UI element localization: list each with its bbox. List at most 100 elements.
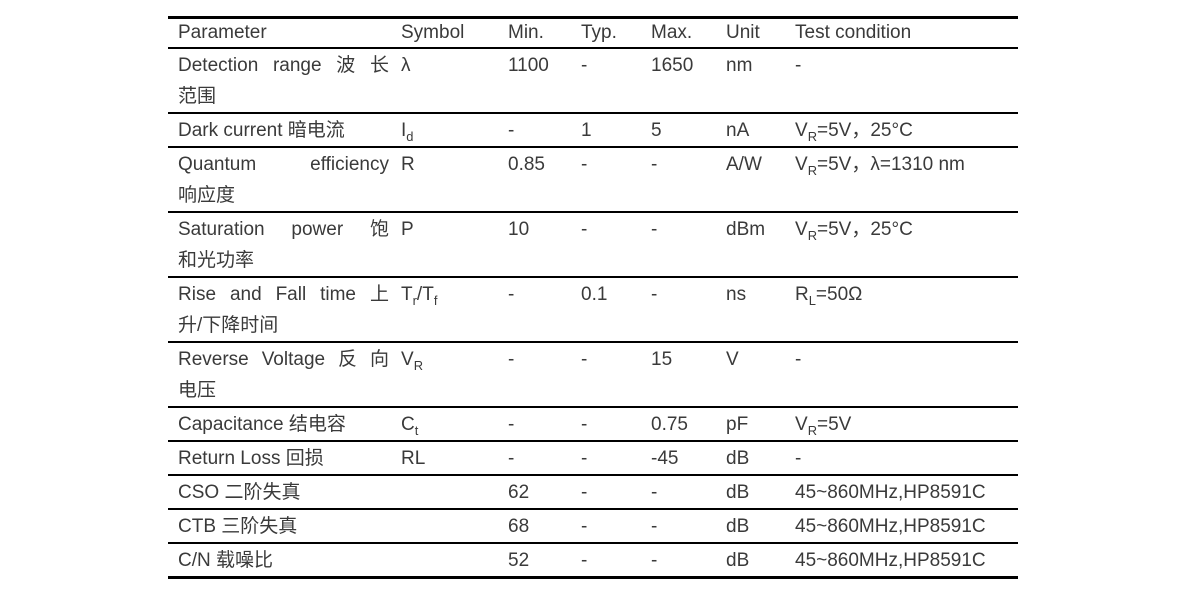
table-row: Capacitance 结电容 Ct - - 0.75 pF VR=5V (168, 407, 1018, 441)
symbol-cell: P (401, 219, 414, 240)
symbol-cell: Id (401, 120, 414, 144)
column-header: Parameter (178, 22, 267, 43)
param-line: Rise and Fall time 上 (178, 279, 389, 310)
condition-cell: VR=5V (795, 414, 852, 438)
typ-cell: - (581, 516, 588, 537)
unit-cell: nA (726, 120, 750, 141)
table-row: Rise and Fall time 上升/下降时间 Tr/Tf - 0.1 - ns RL=50Ω (168, 277, 1018, 342)
header-row: Parameter Symbol Min. Typ. Max. Unit Test cond… (168, 18, 1018, 48)
condition-cell: - (795, 55, 802, 76)
table-row: Reverse Voltage 反向电压 VR - - 15 V - (168, 342, 1018, 407)
max-cell: - (651, 482, 658, 503)
unit-cell: dB (726, 550, 750, 571)
symbol-cell: Ct (401, 414, 419, 438)
param-line: C/N 载噪比 (178, 550, 274, 571)
table-row: Saturation power 饱和光功率 P 10 - - dBm VR=5V，25°C (168, 212, 1018, 277)
param-line: 升/下降时间 (178, 315, 279, 336)
symbol-cell: R (401, 154, 415, 175)
typ-cell: 0.1 (581, 284, 608, 305)
param-cell: CSO 二阶失真 (168, 475, 391, 509)
typ-cell: - (581, 448, 588, 469)
param-cell: Saturation power 饱和光功率 (168, 212, 391, 277)
param-word: 长 (369, 55, 389, 76)
param-cell: Detection range 波长范围 (168, 48, 391, 113)
subscript: R (807, 128, 818, 144)
min-cell: 0.85 (508, 154, 545, 175)
typ-cell: - (581, 55, 588, 76)
unit-cell: dB (726, 516, 750, 537)
param-word: Fall (275, 284, 307, 305)
table-row: Detection range 波长范围 λ 1100 - 1650 nm - (168, 48, 1018, 113)
typ-cell: - (581, 550, 588, 571)
column-header: Max. (651, 22, 693, 43)
table-row: Return Loss 回损 RL - - -45 dB - (168, 441, 1018, 475)
param-word: 向 (369, 349, 389, 370)
unit-cell: V (726, 349, 739, 370)
param-line: 和光功率 (178, 250, 255, 271)
typ-cell: - (581, 414, 588, 435)
min-cell: - (508, 284, 515, 305)
symbol-cell: RL (401, 448, 426, 469)
column-header: Test condition (795, 22, 912, 43)
max-cell: -45 (651, 448, 679, 469)
subscript: f (433, 292, 438, 308)
table-row: CSO 二阶失真 62 - - dB 45~860MHz,HP8591C (168, 475, 1018, 509)
param-word: Saturation (178, 219, 265, 240)
typ-cell: 1 (581, 120, 592, 141)
param-word: and (229, 284, 262, 305)
subscript: R (807, 227, 818, 243)
min-cell: 68 (508, 516, 530, 537)
condition-cell: 45~860MHz,HP8591C (795, 516, 986, 537)
symbol-cell: Tr/Tf (401, 284, 438, 308)
param-line: CSO 二阶失真 (178, 482, 301, 503)
max-cell: 0.75 (651, 414, 688, 435)
param-line: Saturation power 饱 (178, 214, 389, 245)
condition-cell: RL=50Ω (795, 284, 863, 308)
max-cell: - (651, 284, 658, 305)
subscript: d (406, 128, 414, 144)
param-cell: Dark current 暗电流 (168, 113, 391, 147)
unit-cell: nm (726, 55, 753, 76)
symbol-cell (391, 475, 498, 509)
param-line: 范围 (178, 86, 217, 107)
subscript: R (413, 357, 424, 373)
param-cell: Rise and Fall time 上升/下降时间 (168, 277, 391, 342)
param-cell: Capacitance 结电容 (168, 407, 391, 441)
column-header: Unit (726, 22, 760, 43)
table-row: C/N 载噪比 52 - - dB 45~860MHz,HP8591C (168, 543, 1018, 578)
max-cell: - (651, 154, 658, 175)
symbol-cell (391, 543, 498, 578)
min-cell: 10 (508, 219, 530, 240)
min-cell: - (508, 414, 515, 435)
param-word: 上 (369, 284, 389, 305)
max-cell: 5 (651, 120, 662, 141)
param-word: Reverse (178, 349, 249, 370)
param-line: Dark current 暗电流 (178, 120, 345, 141)
param-cell: Return Loss 回损 (168, 441, 391, 475)
param-line: Capacitance 结电容 (178, 414, 346, 435)
param-cell: Reverse Voltage 反向电压 (168, 342, 391, 407)
param-line: Reverse Voltage 反向 (178, 344, 389, 375)
condition-cell: 45~860MHz,HP8591C (795, 482, 986, 503)
param-word: 反 (338, 349, 358, 370)
min-cell: 1100 (508, 55, 549, 76)
max-cell: 15 (651, 349, 673, 370)
max-cell: - (651, 516, 658, 537)
param-word: Voltage (261, 349, 326, 370)
column-header: Min. (508, 22, 544, 43)
unit-cell: dBm (726, 219, 766, 240)
table-row: Quantum efficiency 响应度 R 0.85 - - A/W VR=5V，λ=13… (168, 147, 1018, 212)
param-word: Rise (178, 284, 217, 305)
param-line: 响应度 (178, 185, 236, 206)
condition-cell: VR=5V，25°C (795, 120, 913, 144)
condition-cell: - (795, 349, 802, 370)
subscript: t (414, 422, 419, 438)
condition-cell: 45~860MHz,HP8591C (795, 550, 986, 571)
param-line: 电压 (178, 380, 217, 401)
min-cell: - (508, 120, 515, 141)
symbol-cell: VR (401, 349, 424, 373)
param-word: 波 (336, 55, 356, 76)
param-word: range (272, 55, 322, 76)
param-word: Detection (178, 55, 259, 76)
